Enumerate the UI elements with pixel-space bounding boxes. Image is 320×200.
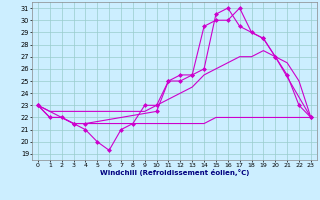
X-axis label: Windchill (Refroidissement éolien,°C): Windchill (Refroidissement éolien,°C)	[100, 169, 249, 176]
